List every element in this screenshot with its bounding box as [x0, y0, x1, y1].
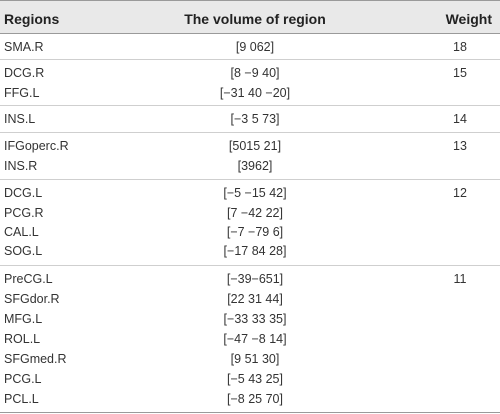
table-row: PCG.L [−5 43 25] [0, 372, 500, 392]
volume-cell: [22 31 44] [227, 292, 283, 306]
volume-cell: [8 −9 40] [230, 66, 280, 80]
table-group: IFGoperc.R [5015 21] 13 INS.R [3962] [0, 133, 500, 180]
table-row: PreCG.L [−39−651] 11 [0, 272, 500, 292]
weight-cell: 12 [453, 186, 467, 200]
table-group: SMA.R [9 062] 18 [0, 34, 500, 60]
weight-cell: 14 [453, 112, 467, 126]
table-row: SOG.L [−17 84 28] [0, 244, 500, 264]
table-row: INS.R [3962] [0, 159, 500, 179]
volume-cell: [−31 40 −20] [219, 86, 291, 100]
table-group: PreCG.L [−39−651] 11 SFGdor.R [22 31 44]… [0, 266, 500, 412]
table-row: SFGmed.R [9 51 30] [0, 352, 500, 372]
table-row: DCG.R [8 −9 40] 15 [0, 66, 500, 86]
volume-cell: [7 −42 22] [227, 206, 283, 220]
table-row: INS.L [−3 5 73] 14 [0, 112, 500, 132]
volume-cell: [−47 −8 14] [223, 332, 287, 346]
volume-cell: [−3 5 73] [230, 112, 280, 126]
volume-cell: [3962] [237, 159, 273, 173]
table-group: DCG.R [8 −9 40] 15 FFG.L [−31 40 −20] [0, 60, 500, 106]
volume-cell: [−7 −79 6] [226, 225, 284, 239]
region-cell: PCG.R [4, 206, 44, 220]
volume-cell: [−33 33 35] [223, 312, 287, 326]
table-bottom-rule [0, 412, 500, 413]
region-cell: SFGdor.R [4, 292, 60, 306]
region-cell: SOG.L [4, 244, 43, 258]
region-cell: DCG.L [4, 186, 43, 200]
header-weight: Weight [445, 11, 492, 27]
region-cell: PCG.L [4, 372, 42, 386]
region-cell: INS.R [4, 159, 38, 173]
volume-cell: [5015 21] [228, 139, 282, 153]
region-cell: PCL.L [4, 392, 39, 406]
table-row: ROL.L [−47 −8 14] [0, 332, 500, 352]
region-cell: INS.L [4, 112, 36, 126]
weight-cell: 18 [453, 40, 467, 54]
table-row: CAL.L [−7 −79 6] [0, 225, 500, 245]
table-row: IFGoperc.R [5015 21] 13 [0, 139, 500, 159]
weight-cell: 15 [453, 66, 467, 80]
region-cell: SFGmed.R [4, 352, 67, 366]
volume-cell: [−39−651] [226, 272, 284, 286]
header-volume: The volume of region [184, 11, 326, 27]
table-row: PCG.R [7 −42 22] [0, 206, 500, 226]
table-row: SMA.R [9 062] 18 [0, 40, 500, 60]
region-cell: FFG.L [4, 86, 40, 100]
region-cell: CAL.L [4, 225, 39, 239]
table-row: PCL.L [−8 25 70] [0, 392, 500, 412]
region-cell: SMA.R [4, 40, 44, 54]
table-row: FFG.L [−31 40 −20] [0, 86, 500, 106]
region-cell: ROL.L [4, 332, 41, 346]
table-row: SFGdor.R [22 31 44] [0, 292, 500, 312]
table-header: Regions The volume of region Weight [0, 0, 500, 34]
volume-cell: [−17 84 28] [223, 244, 287, 258]
weight-cell: 13 [453, 139, 467, 153]
volume-cell: [−5 −15 42] [223, 186, 287, 200]
region-cell: IFGoperc.R [4, 139, 69, 153]
weight-cell: 11 [453, 272, 467, 286]
volume-cell: [9 062] [235, 40, 275, 54]
volume-cell: [−5 43 25] [227, 372, 283, 386]
header-regions: Regions [4, 11, 60, 27]
table-group: DCG.L [−5 −15 42] 12 PCG.R [7 −42 22] CA… [0, 180, 500, 266]
table-row: MFG.L [−33 33 35] [0, 312, 500, 332]
region-cell: DCG.R [4, 66, 45, 80]
region-cell: PreCG.L [4, 272, 53, 286]
table-row: DCG.L [−5 −15 42] 12 [0, 186, 500, 206]
table-group: INS.L [−3 5 73] 14 [0, 106, 500, 133]
volume-cell: [−8 25 70] [227, 392, 283, 406]
volume-cell: [9 51 30] [230, 352, 280, 366]
region-cell: MFG.L [4, 312, 43, 326]
